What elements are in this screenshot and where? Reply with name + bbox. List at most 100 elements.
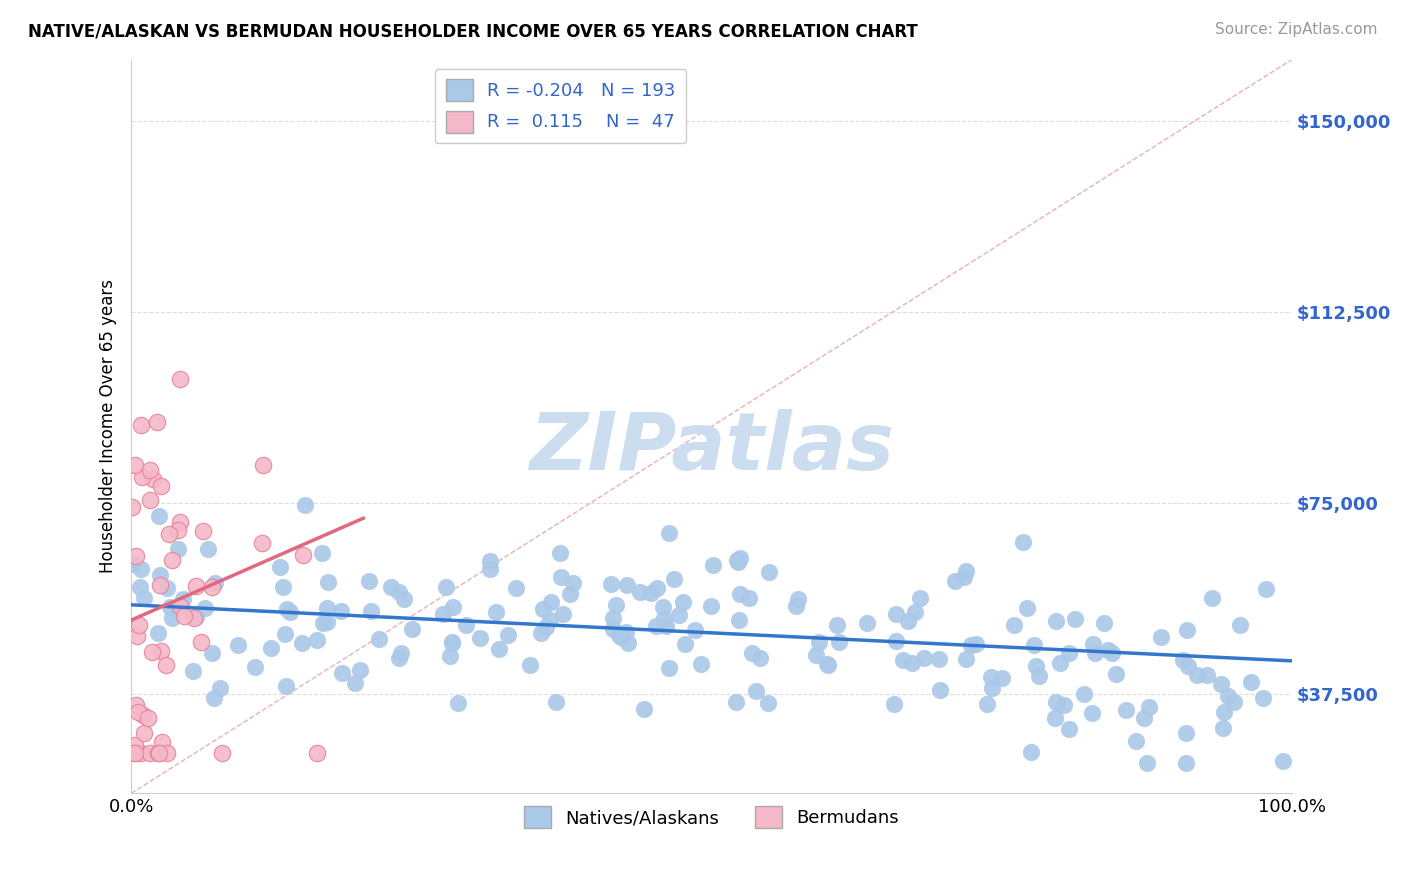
Point <box>1195 667 1218 681</box>
Point <box>273 580 295 594</box>
Point <box>1212 722 1234 736</box>
Point <box>689 657 711 671</box>
Point <box>274 627 297 641</box>
Point <box>1092 615 1115 630</box>
Point <box>136 711 159 725</box>
Point <box>562 575 585 590</box>
Point <box>884 634 907 648</box>
Point <box>131 469 153 483</box>
Point <box>903 605 925 619</box>
Point <box>124 738 146 752</box>
Point <box>201 580 224 594</box>
Point <box>141 645 163 659</box>
Point <box>815 657 838 672</box>
Point <box>245 660 267 674</box>
Point <box>965 637 987 651</box>
Point <box>128 618 150 632</box>
Point <box>392 591 415 606</box>
Point <box>183 611 205 625</box>
Point <box>728 550 751 565</box>
Point <box>1125 734 1147 748</box>
Point <box>1150 630 1173 644</box>
Point <box>132 708 155 723</box>
Point <box>1024 638 1046 652</box>
Point <box>211 746 233 760</box>
Point <box>184 609 207 624</box>
Point <box>519 658 541 673</box>
Point <box>1136 756 1159 770</box>
Point <box>1057 722 1080 736</box>
Point <box>1045 711 1067 725</box>
Point <box>169 371 191 385</box>
Point <box>1201 591 1223 605</box>
Point <box>553 607 575 621</box>
Point <box>160 553 183 567</box>
Point <box>1213 706 1236 720</box>
Point <box>260 640 283 655</box>
Point <box>534 620 557 634</box>
Point <box>544 695 567 709</box>
Point <box>129 746 152 760</box>
Point <box>943 574 966 588</box>
Point <box>401 622 423 636</box>
Point <box>312 615 335 630</box>
Point <box>157 527 180 541</box>
Point <box>1272 754 1295 768</box>
Point <box>1173 653 1195 667</box>
Point <box>169 599 191 613</box>
Point <box>276 602 298 616</box>
Point <box>367 632 389 647</box>
Point <box>727 553 749 567</box>
Point <box>652 611 675 625</box>
Point <box>360 604 382 618</box>
Point <box>806 648 828 662</box>
Point <box>1019 745 1042 759</box>
Point <box>662 572 685 586</box>
Point <box>1045 695 1067 709</box>
Point <box>132 591 155 606</box>
Point <box>1251 691 1274 706</box>
Point <box>316 601 339 615</box>
Point <box>139 463 162 477</box>
Point <box>441 599 464 614</box>
Point <box>745 683 768 698</box>
Point <box>439 648 461 663</box>
Point <box>856 615 879 630</box>
Point <box>387 585 409 599</box>
Point <box>150 735 173 749</box>
Point <box>1177 659 1199 673</box>
Point <box>432 607 454 621</box>
Point <box>150 644 173 658</box>
Point <box>127 705 149 719</box>
Point <box>1101 646 1123 660</box>
Point <box>208 681 231 696</box>
Point <box>616 578 638 592</box>
Point <box>204 576 226 591</box>
Point <box>981 681 1004 695</box>
Point <box>441 636 464 650</box>
Point <box>1105 666 1128 681</box>
Point <box>125 629 148 643</box>
Point <box>343 676 366 690</box>
Point <box>530 626 553 640</box>
Point <box>169 515 191 529</box>
Point <box>1256 582 1278 596</box>
Point <box>652 600 675 615</box>
Point <box>202 691 225 706</box>
Point <box>1137 700 1160 714</box>
Point <box>700 599 723 614</box>
Point <box>124 549 146 564</box>
Point <box>633 702 655 716</box>
Point <box>1240 674 1263 689</box>
Point <box>602 622 624 636</box>
Point <box>167 523 190 537</box>
Point <box>294 499 316 513</box>
Point <box>139 492 162 507</box>
Point <box>807 635 830 649</box>
Point <box>672 595 695 609</box>
Point <box>191 524 214 538</box>
Point <box>278 605 301 619</box>
Point <box>640 586 662 600</box>
Point <box>388 651 411 665</box>
Point <box>447 696 470 710</box>
